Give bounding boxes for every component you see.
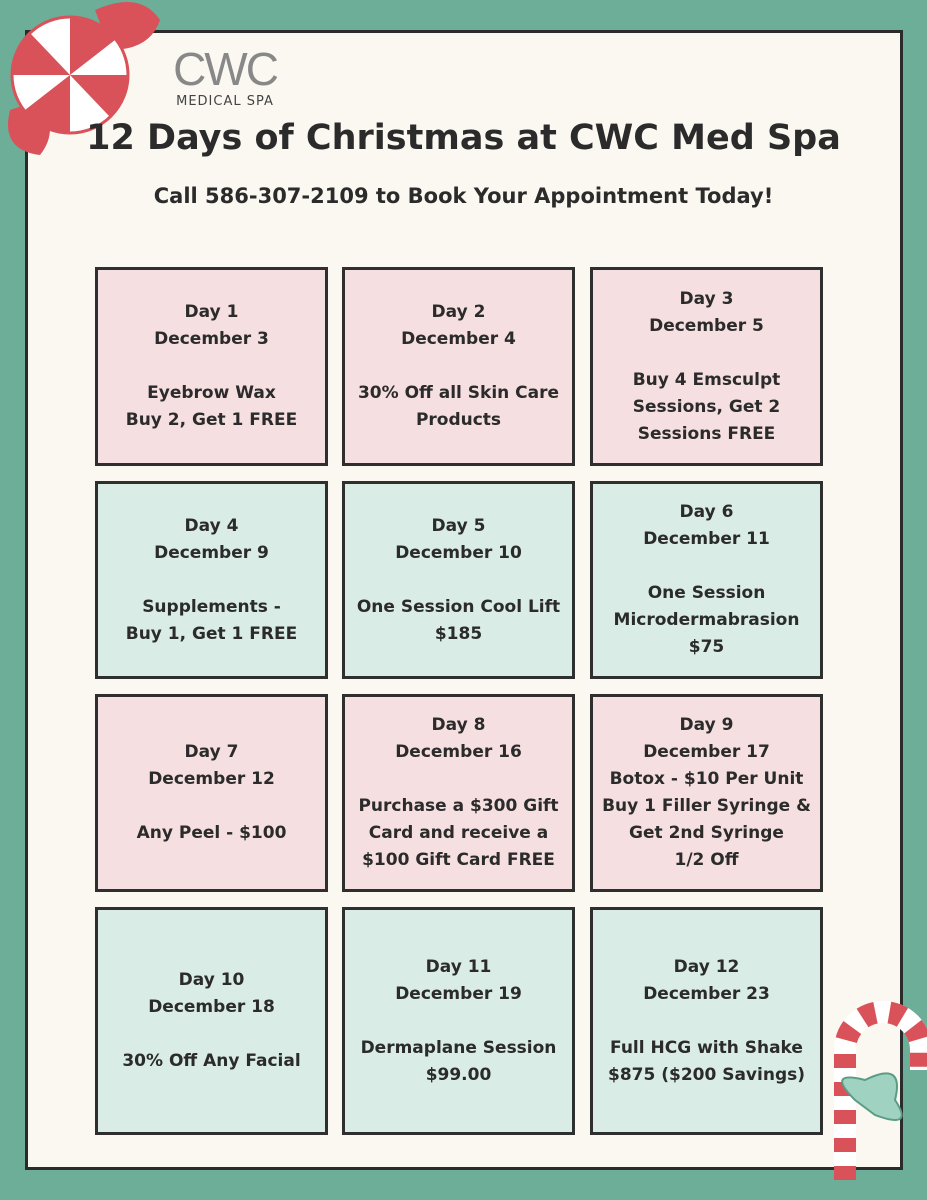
offer-line: Microdermabrasion xyxy=(613,610,800,630)
date-label: December 10 xyxy=(395,542,522,563)
offer-line: Botox - $10 Per Unit xyxy=(609,769,804,789)
day-label: Day 4 xyxy=(184,515,239,536)
offer: One Session Cool Lift $185 xyxy=(357,594,560,648)
offer-line: Buy 1, Get 1 FREE xyxy=(125,623,298,644)
offer-line: Sessions, Get 2 xyxy=(632,396,781,417)
offer-card: Day 10 December 18 30% Off Any Facial xyxy=(95,907,328,1135)
day-label: Day 12 xyxy=(673,956,740,977)
offer-card: Day 3 December 5 Buy 4 Emsculpt Sessions, G… xyxy=(590,267,823,466)
logo-subtitle: MEDICAL SPA xyxy=(176,94,274,109)
logo: CWC MEDICAL SPA xyxy=(170,44,280,109)
offer-card: Day 9 December 17 Botox - $10 Per Unit Buy … xyxy=(590,694,823,892)
date-label: December 18 xyxy=(148,997,275,1017)
offer-line: Products xyxy=(415,410,502,430)
offer: Purchase a $300 Gift Card and receive a $1… xyxy=(358,793,558,874)
offer-line: One Session xyxy=(647,583,766,603)
date-label: December 23 xyxy=(643,983,770,1004)
offer-line: Full HCG with Shake xyxy=(610,1037,803,1058)
offer-card: Day 6 December 11 One Session Microdermabra… xyxy=(590,481,823,679)
offer: Botox - $10 Per Unit Buy 1 Filler Syringe… xyxy=(602,766,811,874)
date-label: December 3 xyxy=(154,329,269,349)
offer-card: Day 5 December 10 One Session Cool Lift $18… xyxy=(342,481,575,679)
offer-line: 1/2 Off xyxy=(674,850,739,870)
date-label: December 11 xyxy=(643,529,770,549)
subtitle: Call 586-307-2109 to Book Your Appointme… xyxy=(153,184,774,208)
offer: One Session Microdermabrasion $75 xyxy=(614,580,800,661)
date-label: December 12 xyxy=(148,769,275,789)
date-label: December 4 xyxy=(401,329,516,349)
offer-line: Buy 1 Filler Syringe & xyxy=(602,796,811,816)
offer-line: 30% Off Any Facial xyxy=(122,1051,301,1071)
offer: 30% Off all Skin Care Products xyxy=(358,380,559,434)
day-label: Day 9 xyxy=(679,715,734,735)
offer-card: Day 2 December 4 30% Off all Skin Care Prod… xyxy=(342,267,575,466)
offer-line: Buy 2, Get 1 FREE xyxy=(125,410,298,430)
offer-line: $875 ($200 Savings) xyxy=(607,1064,806,1085)
offer-line: Eyebrow Wax xyxy=(147,383,276,403)
offer-line: Supplements - xyxy=(142,596,281,617)
offer-card: Day 1 December 3 Eyebrow Wax Buy 2, Get 1 F… xyxy=(95,267,328,466)
offer: Any Peel - $100 xyxy=(137,820,287,847)
date-label: December 5 xyxy=(649,315,764,336)
offer-card: Day 8 December 16 Purchase a $300 Gift Card… xyxy=(342,694,575,892)
offer: Full HCG with Shake $875 ($200 Savings) xyxy=(608,1035,805,1089)
offer-card: Day 7 December 12 Any Peel - $100 xyxy=(95,694,328,892)
offer-line: 30% Off all Skin Care xyxy=(357,383,560,403)
offer: Supplements - Buy 1, Get 1 FREE xyxy=(126,594,297,648)
candy-cane xyxy=(834,1001,927,1180)
offer: Buy 4 Emsculpt Sessions, Get 2 Sessions FR… xyxy=(633,367,781,448)
offer-card: Day 12 December 23 Full HCG with Shake $875… xyxy=(590,907,823,1135)
day-label: Day 5 xyxy=(431,515,486,536)
offer-line: $185 xyxy=(434,623,483,644)
day-label: Day 1 xyxy=(184,302,239,322)
date-label: December 16 xyxy=(395,742,522,762)
day-label: Day 7 xyxy=(184,742,239,762)
offer-line: $99.00 xyxy=(425,1064,492,1085)
date-label: December 19 xyxy=(395,983,522,1004)
offer-card: Day 4 December 9 Supplements - Buy 1, Get 1… xyxy=(95,481,328,679)
offer-line: Sessions FREE xyxy=(637,423,776,444)
date-label: December 17 xyxy=(643,742,770,762)
title: 12 Days of Christmas at CWC Med Spa xyxy=(86,118,841,158)
offer-line: Purchase a $300 Gift xyxy=(358,796,559,816)
offer-card: Day 11 December 19 Dermaplane Session $99.0… xyxy=(342,907,575,1135)
offer-line: Card and receive a xyxy=(368,823,549,843)
day-label: Day 10 xyxy=(178,970,245,990)
day-label: Day 2 xyxy=(431,302,486,322)
day-label: Day 11 xyxy=(425,956,492,977)
offer-line: Buy 4 Emsculpt xyxy=(632,369,781,390)
offer-line: $100 Gift Card FREE xyxy=(362,850,555,870)
offer: 30% Off Any Facial xyxy=(122,1048,300,1075)
offer-line: One Session Cool Lift xyxy=(356,596,561,617)
offer-line: Dermaplane Session xyxy=(360,1037,557,1058)
date-label: December 9 xyxy=(154,542,269,563)
offer-line: $75 xyxy=(688,637,725,657)
offer-line: Any Peel - $100 xyxy=(136,823,287,843)
offer: Dermaplane Session $99.00 xyxy=(361,1035,557,1089)
offer-line: Get 2nd Syringe xyxy=(629,823,784,843)
day-label: Day 3 xyxy=(679,288,734,309)
day-label: Day 8 xyxy=(431,715,486,735)
logo-mark: CWC xyxy=(173,43,279,95)
candy-top xyxy=(8,2,160,155)
day-label: Day 6 xyxy=(679,502,734,522)
offer: Eyebrow Wax Buy 2, Get 1 FREE xyxy=(126,380,297,434)
